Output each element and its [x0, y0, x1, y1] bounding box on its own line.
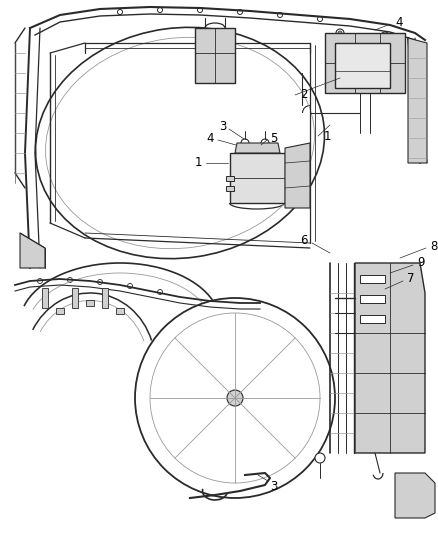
Bar: [360, 275, 385, 283]
Text: 4: 4: [395, 15, 403, 28]
Circle shape: [98, 279, 102, 285]
Text: 1: 1: [323, 130, 331, 142]
Text: 7: 7: [407, 272, 415, 286]
Polygon shape: [355, 263, 425, 453]
Circle shape: [261, 139, 269, 147]
Circle shape: [227, 390, 243, 406]
Polygon shape: [235, 143, 280, 153]
Circle shape: [318, 17, 322, 21]
Polygon shape: [285, 143, 310, 208]
Bar: [116, 308, 124, 314]
Bar: [42, 288, 48, 308]
Bar: [226, 186, 234, 191]
Circle shape: [158, 7, 162, 12]
Circle shape: [127, 284, 133, 288]
Circle shape: [38, 279, 42, 284]
Bar: [335, 43, 390, 88]
Circle shape: [237, 10, 243, 14]
Circle shape: [383, 34, 387, 38]
Text: 9: 9: [417, 256, 425, 270]
Text: 4: 4: [206, 132, 214, 144]
Text: 8: 8: [430, 239, 438, 253]
Circle shape: [158, 289, 162, 295]
Polygon shape: [395, 473, 435, 518]
Circle shape: [381, 32, 389, 40]
Polygon shape: [230, 153, 285, 203]
Text: 2: 2: [300, 88, 308, 101]
Text: 5: 5: [270, 132, 278, 144]
Bar: [72, 288, 78, 308]
Circle shape: [198, 7, 202, 12]
Text: 6: 6: [300, 235, 308, 247]
Bar: [195, 28, 235, 83]
Ellipse shape: [35, 27, 325, 259]
Bar: [325, 33, 405, 93]
Circle shape: [135, 298, 335, 498]
Bar: [360, 295, 385, 303]
Circle shape: [315, 453, 325, 463]
Circle shape: [241, 139, 249, 147]
Circle shape: [278, 12, 283, 18]
Bar: [86, 300, 94, 306]
Polygon shape: [408, 38, 427, 163]
Bar: [360, 315, 385, 323]
Circle shape: [338, 31, 342, 35]
Text: 1: 1: [194, 157, 202, 169]
Circle shape: [336, 29, 344, 37]
Circle shape: [67, 278, 73, 282]
Circle shape: [117, 10, 123, 14]
Bar: [226, 176, 234, 181]
Polygon shape: [20, 233, 45, 268]
Bar: [56, 308, 64, 314]
Text: 3: 3: [219, 119, 227, 133]
Bar: [102, 288, 108, 308]
Text: 3: 3: [270, 480, 278, 492]
